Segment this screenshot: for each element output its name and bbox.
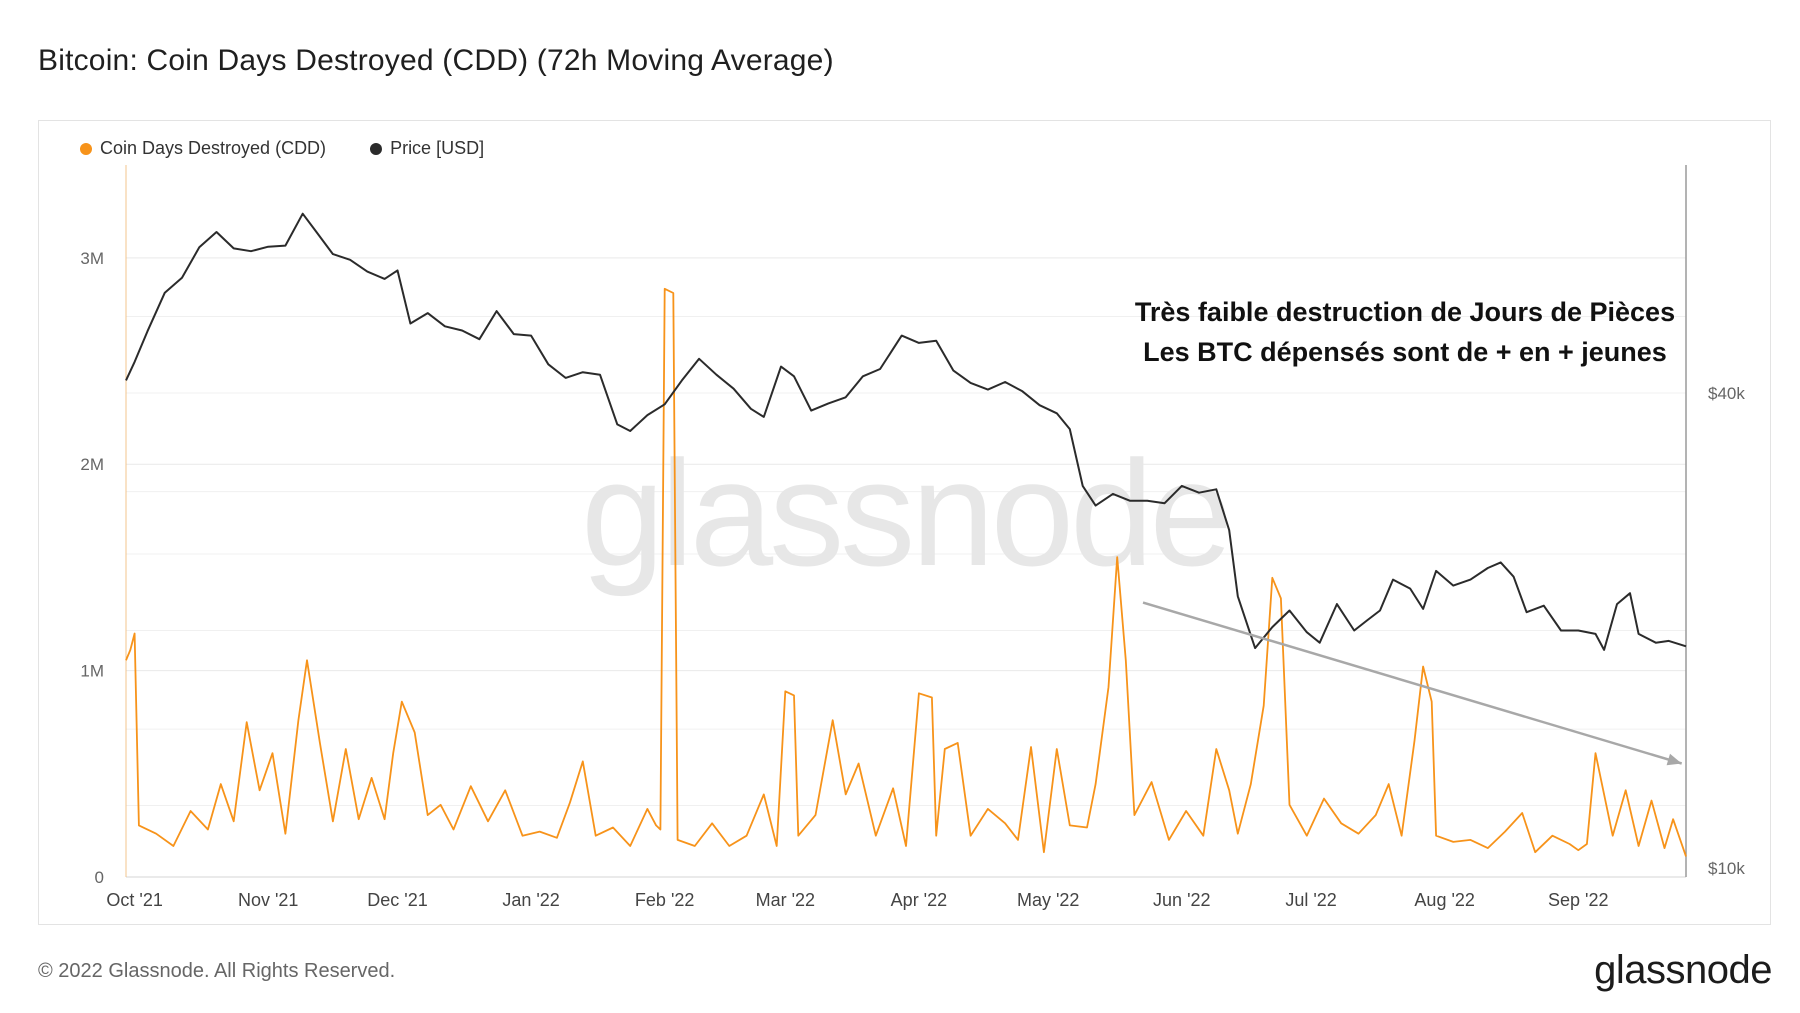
- x-tick-label-9: Jul '22: [1285, 890, 1336, 910]
- x-tick-label-1: Nov '21: [238, 890, 298, 910]
- x-tick-label-2: Dec '21: [367, 890, 427, 910]
- legend-swatch-cdd: [80, 142, 92, 155]
- copyright-footer: © 2022 Glassnode. All Rights Reserved.: [38, 960, 396, 982]
- x-tick-label-8: Jun '22: [1153, 890, 1210, 910]
- legend-label-price: Price [USD]: [390, 138, 485, 158]
- chart-legend: Coin Days Destroyed (CDD) Price [USD]: [80, 138, 484, 159]
- chart-title: Bitcoin: Coin Days Destroyed (CDD) (72h …: [38, 44, 834, 77]
- legend-item-cdd[interactable]: Coin Days Destroyed (CDD): [80, 138, 326, 159]
- trend-arrow-head-0: [1666, 753, 1682, 766]
- y-right-tick-label-1: $40k: [1708, 384, 1745, 403]
- cdd-series-line: [125, 287, 1687, 857]
- glassnode-logo: glassnode: [1594, 948, 1772, 992]
- y-left-tick-label-1: 1M: [80, 662, 104, 681]
- annotation-line-1: Très faible destruction de Jours de Pièc…: [1134, 297, 1676, 327]
- annotation-line-2: Les BTC dépensés sont de + en + jeunes: [1143, 337, 1667, 367]
- x-tick-label-10: Aug '22: [1414, 890, 1475, 910]
- y-left-tick-label-0: 0: [95, 868, 104, 887]
- annotation-text: Très faible destruction de Jours de Pièc…: [1105, 292, 1705, 372]
- chart-panel: [38, 120, 1771, 925]
- y-right-tick-label-0: $10k: [1708, 859, 1745, 878]
- watermark-text: glassnode: [581, 429, 1229, 597]
- legend-item-price[interactable]: Price [USD]: [370, 138, 484, 159]
- x-tick-label-7: May '22: [1017, 890, 1079, 910]
- y-left-tick-label-2: 2M: [80, 455, 104, 474]
- x-tick-label-11: Sep '22: [1548, 890, 1609, 910]
- x-tick-label-3: Jan '22: [502, 890, 559, 910]
- x-tick-label-6: Apr '22: [891, 890, 947, 910]
- legend-label-cdd: Coin Days Destroyed (CDD): [100, 138, 327, 158]
- x-tick-label-5: Mar '22: [756, 890, 815, 910]
- trend-arrow-line-0: [1142, 601, 1683, 765]
- x-tick-label-0: Oct '21: [106, 890, 162, 910]
- x-tick-label-4: Feb '22: [635, 890, 694, 910]
- legend-swatch-price: [370, 142, 383, 155]
- y-left-tick-label-3: 3M: [80, 249, 104, 268]
- price-series-line: [125, 212, 1687, 651]
